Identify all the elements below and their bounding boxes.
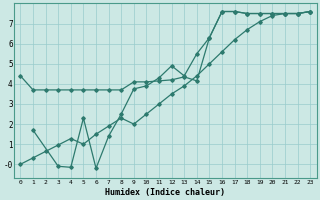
X-axis label: Humidex (Indice chaleur): Humidex (Indice chaleur)	[105, 188, 225, 197]
